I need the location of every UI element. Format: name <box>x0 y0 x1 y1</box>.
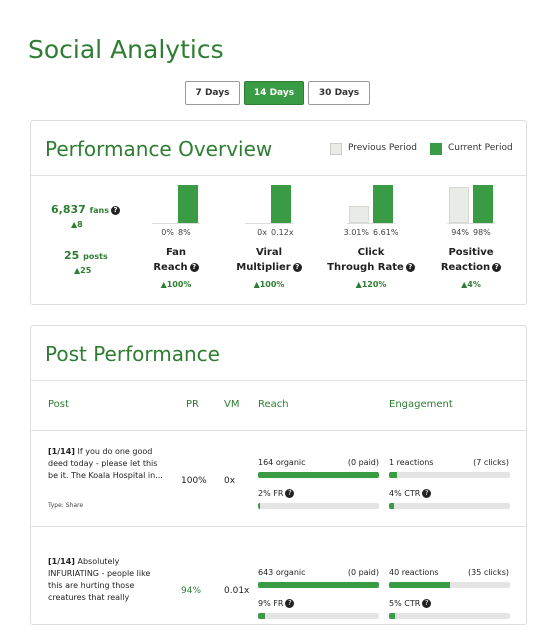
current-label: 0.12x <box>271 228 294 237</box>
metric-change: ▲120% <box>355 280 387 289</box>
baseline <box>245 223 293 224</box>
divider <box>31 380 526 381</box>
previous-bar <box>349 205 369 223</box>
baseline <box>347 223 395 224</box>
ctr: 4% CTR? <box>389 489 432 498</box>
vm-value: 0.01x <box>224 586 250 596</box>
post-text: [1/14] Absolutely INFURIATING - people l… <box>48 556 163 604</box>
paid: (0 paid) <box>347 458 379 467</box>
metric-name: Through Rate? <box>321 260 421 275</box>
fans-unit: fans <box>89 206 109 215</box>
column-header: PR <box>186 399 199 410</box>
divider <box>31 175 526 176</box>
post-text: [1/14] If you do one good deed today - p… <box>48 446 163 482</box>
posts-unit: posts <box>83 252 108 261</box>
range-button[interactable]: 7 Days <box>185 81 240 105</box>
panel-title: Performance Overview <box>45 137 273 161</box>
progress-track <box>389 472 510 478</box>
posts-panel: Post Performance Post PR VM Reach Engage… <box>30 325 527 625</box>
current-label: 8% <box>178 228 191 237</box>
pr-value: 100% <box>181 476 207 486</box>
previous-label: 0x <box>257 228 267 237</box>
fr: 2% FR? <box>258 489 295 498</box>
range-button[interactable]: 14 Days <box>244 81 304 105</box>
column-header: VM <box>224 399 240 410</box>
pr-value: 94% <box>181 586 202 596</box>
current-label: 6.61% <box>373 228 399 237</box>
metric-name: Reaction? <box>421 260 521 275</box>
metric-name: Fan <box>165 247 187 258</box>
previous-label: 94% <box>451 228 469 237</box>
previous-bar <box>449 186 469 223</box>
post-date: [1/14] <box>48 557 75 566</box>
legend-swatch <box>330 143 342 155</box>
metric-change: ▲4% <box>461 280 481 289</box>
column-header: Reach <box>258 399 289 410</box>
clicks: (7 clicks) <box>473 458 509 467</box>
organic: 643 organic <box>258 568 306 577</box>
progress-track <box>258 582 379 588</box>
current-bar <box>473 185 493 223</box>
post-type: Type: Share <box>48 502 84 509</box>
column-header: Engagement <box>389 399 453 410</box>
metric-name: Viral <box>255 247 283 258</box>
posts-stat: 25 posts <box>64 249 108 262</box>
organic: 164 organic <box>258 458 306 467</box>
metric-name: Multiplier? <box>219 260 319 275</box>
legend-label: Current Period <box>448 143 513 153</box>
post-body: Absolutely INFURIATING - people like thi… <box>48 557 151 602</box>
metric-change: ▲100% <box>160 280 192 289</box>
range-button[interactable]: 30 Days <box>308 81 370 105</box>
clicks: (35 clicks) <box>467 568 509 577</box>
reactions: 40 reactions <box>389 568 439 577</box>
fans-count: 6,837 <box>51 203 86 216</box>
progress-track <box>389 613 510 619</box>
metric-name: Click <box>357 247 385 258</box>
posts-change: ▲25 <box>74 266 92 275</box>
previous-label: 3.01% <box>343 228 369 237</box>
legend-swatch <box>430 143 442 155</box>
metric-change: ▲100% <box>253 280 285 289</box>
ctr: 5% CTR? <box>389 599 432 608</box>
current-bar <box>373 185 393 223</box>
divider <box>31 430 526 431</box>
progress-track <box>389 503 510 509</box>
fans-stat: 6,837 fans? <box>51 203 120 216</box>
previous-label: 0% <box>161 228 174 237</box>
metric-name: Positive <box>448 247 494 258</box>
paid: (0 paid) <box>347 568 379 577</box>
metric-name: Reach? <box>126 260 226 275</box>
baseline <box>447 223 495 224</box>
baseline <box>152 223 200 224</box>
page-title: Social Analytics <box>28 35 224 64</box>
progress-track <box>258 613 379 619</box>
overview-panel: Performance Overview Previous Period Cur… <box>30 120 527 305</box>
column-header: Post <box>48 399 69 410</box>
progress-track <box>389 582 510 588</box>
posts-count: 25 <box>64 249 80 262</box>
vm-value: 0x <box>224 476 236 486</box>
fans-change: ▲8 <box>71 220 83 229</box>
post-date: [1/14] <box>48 447 75 456</box>
fr: 9% FR? <box>258 599 295 608</box>
current-bar <box>271 185 291 223</box>
divider <box>31 526 526 527</box>
reactions: 1 reactions <box>389 458 434 467</box>
progress-track <box>258 472 379 478</box>
current-label: 98% <box>473 228 491 237</box>
legend-label: Previous Period <box>348 143 417 153</box>
progress-track <box>258 503 379 509</box>
post-body: If you do one good deed today - please l… <box>48 447 163 480</box>
current-bar <box>178 185 198 223</box>
panel-title: Post Performance <box>45 342 220 366</box>
